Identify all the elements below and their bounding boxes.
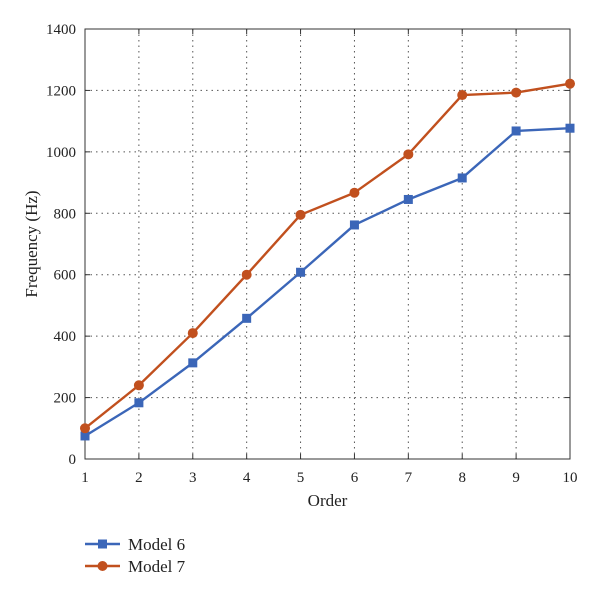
data-point [403, 194, 413, 204]
data-point [349, 187, 360, 198]
data-point [187, 328, 198, 339]
x-tick-label: 1 [81, 470, 89, 486]
legend-item: Model 6 [85, 535, 185, 554]
x-tick-label: 5 [297, 470, 305, 486]
series-line [84, 127, 571, 437]
x-tick-label: 6 [351, 470, 359, 486]
data-point [241, 269, 252, 280]
legend-marker [98, 539, 107, 549]
y-tick-label: 200 [54, 391, 77, 407]
y-tick-label: 1000 [46, 145, 76, 161]
y-tick-label: 1400 [46, 22, 76, 38]
legend-item: Model 7 [85, 557, 186, 576]
data-point [133, 380, 144, 391]
plot-frame [84, 28, 571, 460]
data-point [403, 149, 414, 160]
y-tick-label: 1200 [46, 83, 76, 99]
data-point [565, 123, 575, 133]
x-tick-label: 9 [512, 470, 520, 486]
y-tick-label: 600 [54, 268, 77, 284]
data-point [349, 220, 359, 230]
series-2 [80, 78, 575, 434]
series-1 [80, 123, 575, 441]
series-line [84, 82, 571, 430]
series-group [80, 78, 575, 441]
legend-label: Model 7 [128, 557, 186, 576]
y-tick-label: 800 [54, 206, 77, 222]
y-axis-label: Frequency (Hz) [22, 190, 41, 297]
data-point [565, 78, 575, 89]
data-point [295, 209, 306, 220]
data-point [457, 173, 467, 183]
x-tick-label: 7 [405, 470, 413, 486]
y-tick-label: 400 [54, 329, 77, 345]
x-tick-label: 3 [189, 470, 197, 486]
data-point [188, 358, 198, 368]
data-point [296, 267, 306, 277]
legend: Model 6 Model 7 [85, 535, 186, 576]
data-point [80, 423, 90, 434]
legend-marker [97, 561, 108, 571]
data-point [511, 87, 522, 98]
data-point [80, 431, 90, 441]
data-point [457, 90, 468, 101]
legend-label: Model 6 [128, 535, 185, 554]
data-point [242, 313, 252, 323]
axis-ticks: 1 2 3 4 5 6 7 8 9 10 0 200 400 600 800 1000 1200 1400 [46, 22, 578, 486]
x-axis-label: Order [308, 491, 348, 510]
grid-lines [85, 29, 570, 459]
data-point [511, 126, 521, 136]
x-tick-label: 8 [458, 470, 466, 486]
x-tick-label: 2 [135, 470, 143, 486]
x-tick-label: 10 [563, 470, 578, 486]
data-point [134, 398, 144, 408]
x-tick-label: 4 [243, 470, 251, 486]
y-tick-label: 0 [69, 452, 77, 468]
